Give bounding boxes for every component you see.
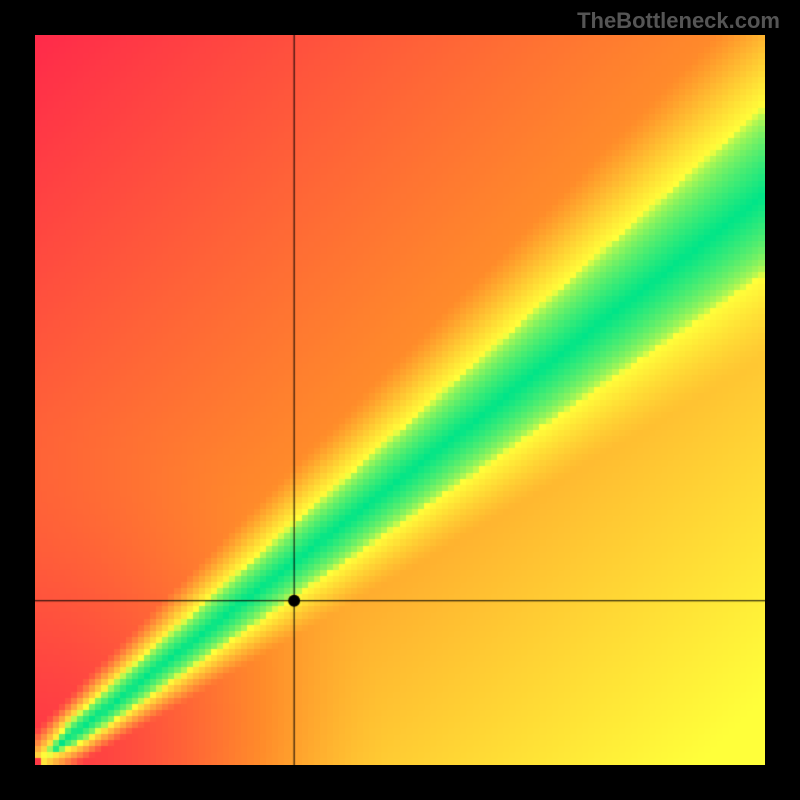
watermark-text: TheBottleneck.com <box>577 8 780 34</box>
plot-area <box>35 35 765 765</box>
heatmap-canvas <box>35 35 765 765</box>
chart-container: TheBottleneck.com <box>0 0 800 800</box>
